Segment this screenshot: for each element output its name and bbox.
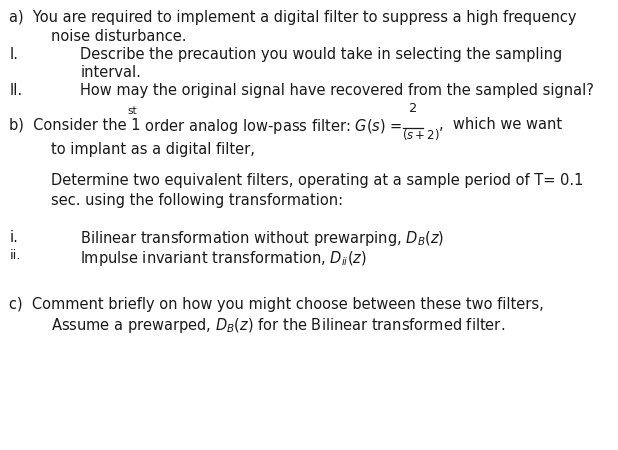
- Text: I.: I.: [9, 47, 19, 62]
- Text: a)  You are required to implement a digital filter to suppress a high frequency: a) You are required to implement a digit…: [9, 10, 577, 25]
- Text: ii.: ii.: [9, 249, 20, 262]
- Text: sec. using the following transformation:: sec. using the following transformation:: [51, 193, 343, 207]
- Text: to implant as a digital filter,: to implant as a digital filter,: [51, 142, 255, 157]
- Text: $(s+2)$: $(s+2)$: [402, 127, 439, 142]
- Text: How may the original signal have recovered from the sampled signal?: How may the original signal have recover…: [80, 83, 595, 98]
- Text: 2: 2: [408, 102, 417, 115]
- Text: Describe the precaution you would take in selecting the sampling: Describe the precaution you would take i…: [80, 47, 562, 62]
- Text: i.: i.: [9, 230, 18, 244]
- Text: noise disturbance.: noise disturbance.: [51, 29, 186, 44]
- Text: st: st: [127, 106, 137, 116]
- Text: Assume a prewarped, $D_B(z)$ for the Bilinear transformed filter.: Assume a prewarped, $D_B(z)$ for the Bil…: [51, 316, 505, 335]
- Text: Determine two equivalent filters, operating at a sample period of T= 0.1: Determine two equivalent filters, operat…: [51, 173, 583, 188]
- Text: order analog low-pass filter: $G(s)$ =: order analog low-pass filter: $G(s)$ =: [140, 117, 402, 136]
- Text: ,  which we want: , which we want: [439, 117, 562, 132]
- Text: Bilinear transformation without prewarping, $D_B(z)$: Bilinear transformation without prewarpi…: [80, 230, 444, 248]
- Text: Impulse invariant transformation, $D_{ii}(z)$: Impulse invariant transformation, $D_{ii…: [80, 249, 367, 268]
- Text: interval.: interval.: [80, 65, 142, 80]
- Text: II.: II.: [9, 83, 22, 98]
- Text: b)  Consider the 1: b) Consider the 1: [9, 117, 141, 132]
- Text: c)  Comment briefly on how you might choose between these two filters,: c) Comment briefly on how you might choo…: [9, 297, 544, 312]
